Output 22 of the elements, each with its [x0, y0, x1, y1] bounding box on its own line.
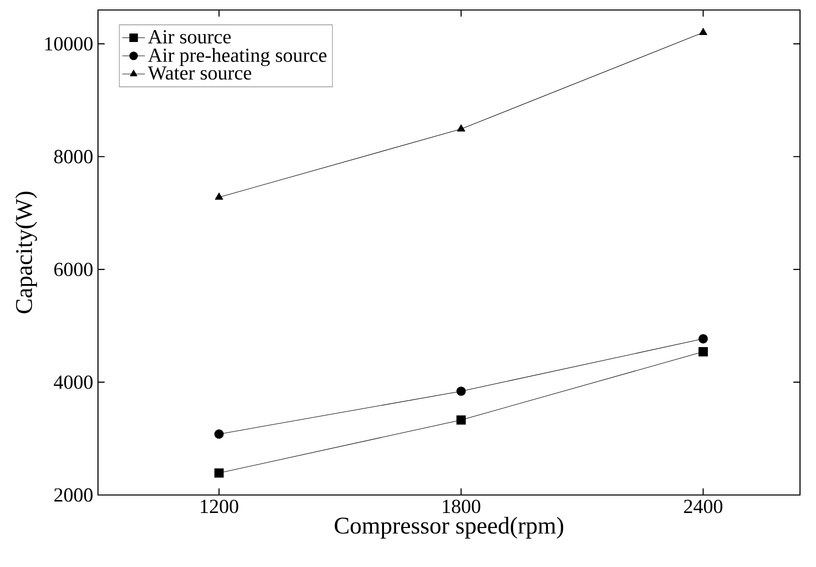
point [457, 124, 466, 132]
y-tick-label: 10000 [45, 37, 93, 51]
point [699, 28, 708, 36]
point [456, 386, 466, 396]
y-tick-label: 2000 [54, 488, 93, 502]
legend-label: Water source [148, 66, 252, 80]
x-tick-label: 1200 [200, 500, 238, 514]
legend-label: Air source [148, 30, 231, 44]
x-tick-label: 1800 [442, 500, 480, 514]
y-tick-label: 4000 [54, 375, 93, 389]
point [698, 347, 708, 356]
x-tick-label: 2400 [684, 500, 722, 514]
point [214, 192, 224, 200]
y-tick-label: 6000 [54, 262, 93, 276]
point [456, 415, 466, 425]
point [214, 468, 224, 478]
y-tick-label: 8000 [54, 150, 93, 164]
x-axis-title: Compressor speed(rpm) [334, 516, 564, 539]
point [214, 429, 224, 439]
point [698, 334, 708, 344]
legend-label: Air pre-heating source [148, 48, 326, 66]
y-axis-title: Capacity(W) [15, 192, 38, 314]
